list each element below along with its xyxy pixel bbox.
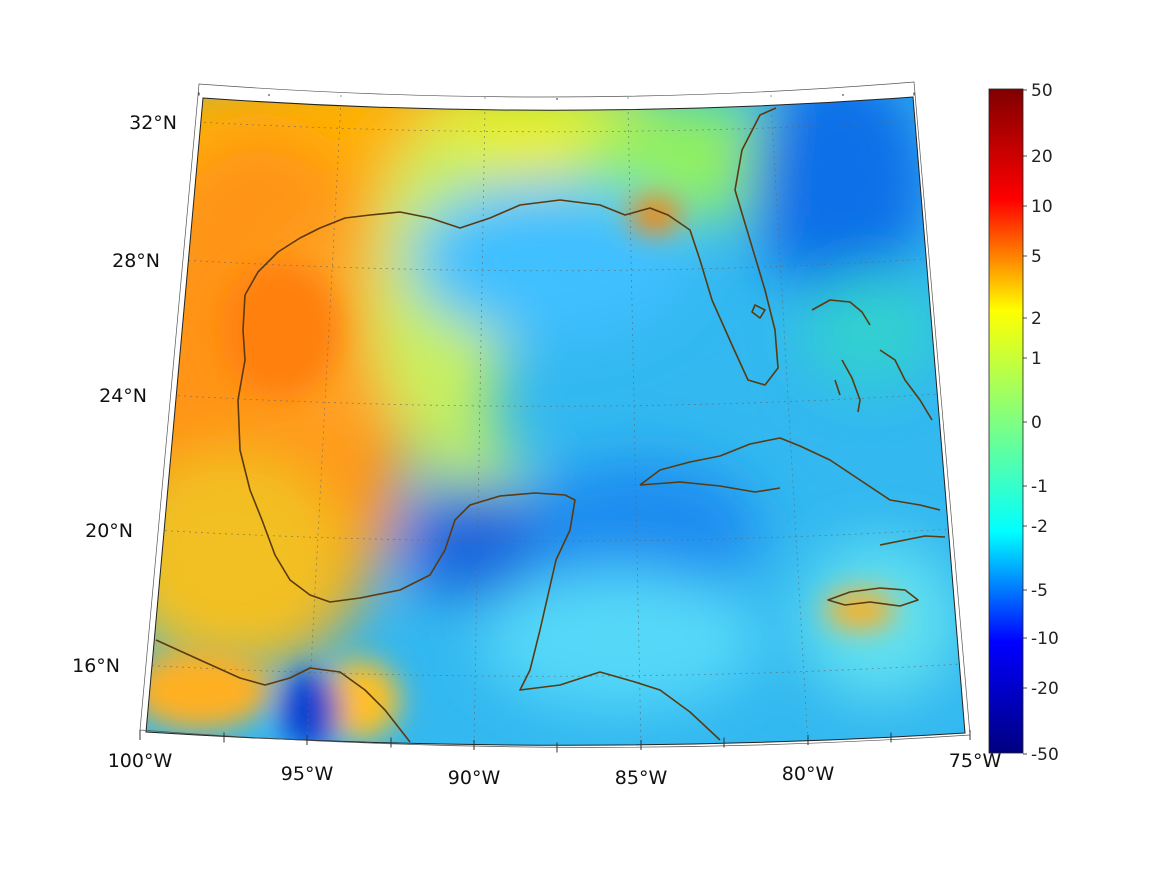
anomaly-field — [146, 97, 965, 746]
longitude-tick-labels: 100°W 95°W 90°W 85°W 80°W 75°W — [108, 750, 1002, 789]
colorbar-tick-label: -5 — [1031, 581, 1048, 601]
colorbar-tick-label: -10 — [1031, 629, 1059, 649]
colorbar-tick-label: -1 — [1031, 477, 1048, 497]
lon-label: 90°W — [448, 767, 501, 789]
lon-label: 85°W — [615, 767, 668, 789]
lon-label: 100°W — [108, 750, 173, 772]
latitude-tick-labels: 32°N 28°N 24°N 20°N 16°N — [72, 112, 177, 677]
colorbar-tick-label: 20 — [1031, 147, 1053, 167]
lon-label: 95°W — [281, 763, 334, 785]
graticule — [146, 101, 962, 746]
lat-label: 20°N — [85, 520, 133, 542]
colorbar-scale — [988, 88, 1024, 754]
lat-label: 16°N — [72, 655, 120, 677]
colorbar-tick-label: 0 — [1031, 413, 1042, 433]
coastlines — [155, 107, 946, 743]
lat-label: 24°N — [99, 385, 147, 407]
colorbar-tick-label: -2 — [1031, 517, 1048, 537]
lat-label: 28°N — [112, 250, 160, 272]
colorbar-tick-label: 10 — [1031, 197, 1053, 217]
colorbar-tick-label: 50 — [1031, 81, 1053, 101]
colorbar-tick-label: 2 — [1031, 309, 1042, 329]
map-outer-frame — [139, 81, 971, 748]
colorbar-tick-label: -20 — [1031, 679, 1059, 699]
lat-label: 32°N — [129, 112, 177, 134]
colorbar-tick-label: -50 — [1031, 745, 1059, 765]
lon-label: 75°W — [949, 750, 1002, 772]
colorbar-tick-label: 5 — [1031, 247, 1042, 267]
map-panel — [139, 81, 971, 753]
frame-ticks — [139, 92, 971, 753]
colorbar-tick-label: 1 — [1031, 349, 1042, 369]
lon-label: 80°W — [782, 763, 835, 785]
map-frame — [145, 96, 966, 746]
